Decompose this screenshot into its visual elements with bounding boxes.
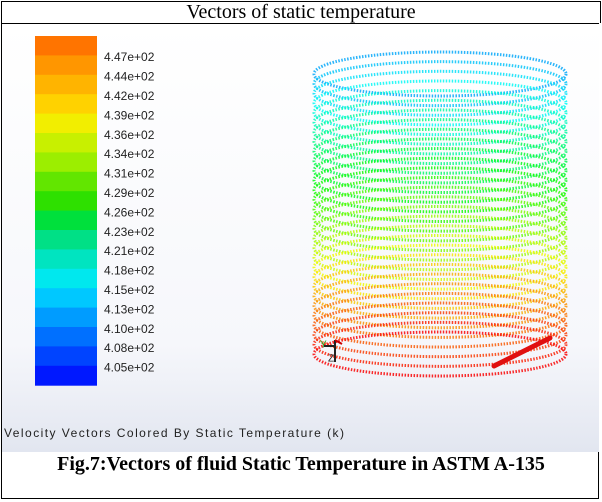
figure-caption: Fig.7:Vectors of fluid Static Temperatur… xyxy=(57,453,545,475)
coil-turn xyxy=(312,69,568,117)
coil-turn xyxy=(312,79,568,127)
colorbar-swatch xyxy=(35,94,97,115)
colorbar-swatch xyxy=(35,230,97,250)
coil-turn xyxy=(312,282,568,330)
colorbar-label: 4.10e+02 xyxy=(104,322,155,336)
colorbar-swatch xyxy=(35,210,97,231)
colorbar-swatch xyxy=(35,171,97,192)
colorbar-swatch xyxy=(35,152,97,173)
colorbar-swatch xyxy=(35,113,97,134)
coil-turn xyxy=(312,291,568,339)
header-title: Vectors of static temperature xyxy=(1,1,601,23)
colorbar-swatch xyxy=(35,327,97,347)
axis-z-label: Z xyxy=(328,354,334,365)
coil-turn xyxy=(312,156,568,204)
coil-turn xyxy=(312,60,568,108)
colorbar-label: 4.31e+02 xyxy=(104,167,155,181)
colorbar-swatch xyxy=(35,249,97,270)
colorbar-swatch xyxy=(35,36,97,56)
axis-triad: Y Z xyxy=(320,339,343,365)
colorbar-label: 4.13e+02 xyxy=(104,302,155,316)
coil-turn xyxy=(312,137,568,185)
coil-turn xyxy=(312,176,568,224)
colorbar-swatch xyxy=(35,74,97,95)
simulation-image: 4.47e+02 4.44e+02 4.42e+02 4.39e+02 4.36e+02… xyxy=(2,24,599,452)
coil-turn xyxy=(312,301,568,349)
coil-turn xyxy=(312,272,568,320)
coil-turn xyxy=(312,89,568,137)
colorbar-label: 4.05e+02 xyxy=(104,361,155,375)
colorbar-label: 4.42e+02 xyxy=(104,89,155,103)
coil-turn xyxy=(312,50,568,98)
coil-turn xyxy=(312,108,568,156)
coil-turn xyxy=(312,330,568,378)
colorbar-label: 4.15e+02 xyxy=(104,283,155,297)
colorbar-label: 4.23e+02 xyxy=(104,225,155,239)
coil-turn xyxy=(312,233,568,281)
colorbar-label: 4.39e+02 xyxy=(104,108,155,122)
colorbar-label: 4.34e+02 xyxy=(104,147,155,161)
image-background xyxy=(2,24,599,452)
colorbar-label: 4.29e+02 xyxy=(104,186,155,200)
axis-y-label: Y xyxy=(320,340,327,351)
colorbar-label: 4.36e+02 xyxy=(104,128,155,142)
colorbar-label: 4.26e+02 xyxy=(104,205,155,219)
coil-turn xyxy=(312,311,568,359)
colorbar-label: 4.18e+02 xyxy=(104,264,155,278)
coil-turn xyxy=(312,147,568,195)
coil-turn xyxy=(312,195,568,243)
colorbar-label: 4.47e+02 xyxy=(104,50,155,64)
colorbar-swatch xyxy=(35,191,97,212)
colorbar-swatch xyxy=(35,55,97,76)
coil-turn xyxy=(312,118,568,166)
coil-turn xyxy=(312,204,568,252)
coil-turn xyxy=(312,224,568,272)
image-caption: Velocity Vectors Colored By Static Tempe… xyxy=(4,426,344,440)
coil-turn xyxy=(312,320,568,368)
colorbar-swatch xyxy=(35,365,97,386)
colorbar-label: 4.21e+02 xyxy=(104,244,155,258)
colorbar-swatch xyxy=(35,307,97,328)
coil-turn xyxy=(312,243,568,291)
coil-turn xyxy=(312,185,568,233)
coil-turn xyxy=(312,253,568,301)
colorbar-label: 4.08e+02 xyxy=(104,341,155,355)
colorbar-swatch xyxy=(35,346,97,367)
colorbar-swatch xyxy=(35,133,97,153)
coil-turn xyxy=(312,262,568,310)
colorbar: 4.47e+02 4.44e+02 4.42e+02 4.39e+02 4.36e+02… xyxy=(35,36,155,386)
coil-outlet xyxy=(491,335,553,369)
coil-turn xyxy=(312,127,568,175)
coil-turn xyxy=(312,166,568,214)
coil-turn xyxy=(312,214,568,262)
colorbar-swatch xyxy=(35,268,97,289)
coil xyxy=(312,50,568,378)
colorbar-label: 4.44e+02 xyxy=(104,70,155,84)
colorbar-swatch xyxy=(35,288,97,309)
coil-turn xyxy=(312,98,568,146)
